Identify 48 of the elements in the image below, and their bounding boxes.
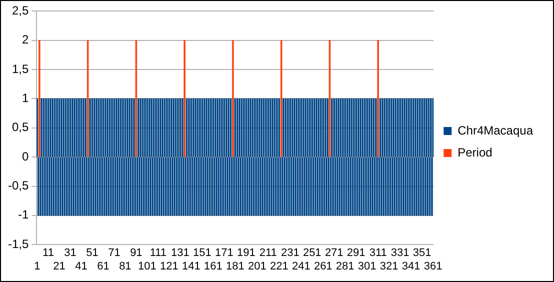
y-tick-label: 1 (22, 91, 29, 106)
x-tick-label: 71 (108, 247, 120, 260)
x-tick-label: 251 (302, 247, 322, 260)
y-tick-label: -0,5 (8, 178, 29, 193)
y-tick-label: 2 (22, 32, 29, 47)
x-tick-label: 131 (170, 247, 190, 260)
x-tick-label: 221 (270, 260, 288, 272)
x-tick-label: 231 (280, 247, 300, 260)
x-tick-label: 61 (97, 260, 110, 272)
x-tick-label: 81 (119, 260, 132, 272)
x-tick-label: 91 (130, 247, 142, 260)
x-tick-label: 181 (226, 260, 244, 272)
legend-label: Period (458, 145, 492, 160)
x-tick-label: 351 (412, 247, 432, 260)
x-tick-label: 161 (204, 260, 222, 272)
x-tick-label: 341 (402, 260, 420, 272)
x-tick-label: 331 (390, 247, 410, 260)
x-tick-label: 41 (75, 260, 88, 272)
x-tick-label: 271 (324, 247, 344, 260)
x-tick-label: 301 (358, 260, 376, 272)
x-tick-label: 11 (42, 247, 54, 260)
y-tick-label: 0 (22, 149, 29, 164)
legend-label: Chr4Macaqua (458, 123, 534, 138)
x-tick-label: 31 (64, 247, 76, 260)
x-tick-label: 211 (259, 247, 277, 260)
y-tick-label: 1,5 (12, 62, 29, 76)
x-tick-label: 171 (214, 247, 234, 260)
x-tick-label: 201 (248, 260, 266, 272)
x-tick-label: 321 (380, 260, 398, 272)
x-tick-label: 21 (53, 260, 66, 272)
x-tick-label: 261 (314, 260, 332, 272)
x-tick-label: 241 (292, 260, 310, 272)
x-tick-label: 121 (160, 260, 178, 272)
y-tick-label: -1,5 (8, 236, 29, 251)
x-tick-label: 151 (192, 247, 212, 260)
x-tick-label: 1 (34, 260, 40, 272)
y-tick-label: 2,5 (12, 4, 29, 18)
x-tick-label: 311 (369, 247, 387, 260)
y-tick-label: 0,5 (12, 120, 29, 134)
x-tick-label: 281 (336, 260, 354, 272)
y-tick-label: -1 (18, 208, 29, 222)
x-tick-label: 101 (138, 260, 156, 272)
x-tick-label: 361 (424, 260, 442, 272)
x-tick-label: 111 (150, 247, 167, 260)
x-tick-label: 51 (86, 247, 98, 260)
x-tick-label: 141 (182, 260, 200, 272)
x-tick-label: 291 (346, 247, 366, 260)
x-tick-label: 191 (236, 247, 256, 260)
